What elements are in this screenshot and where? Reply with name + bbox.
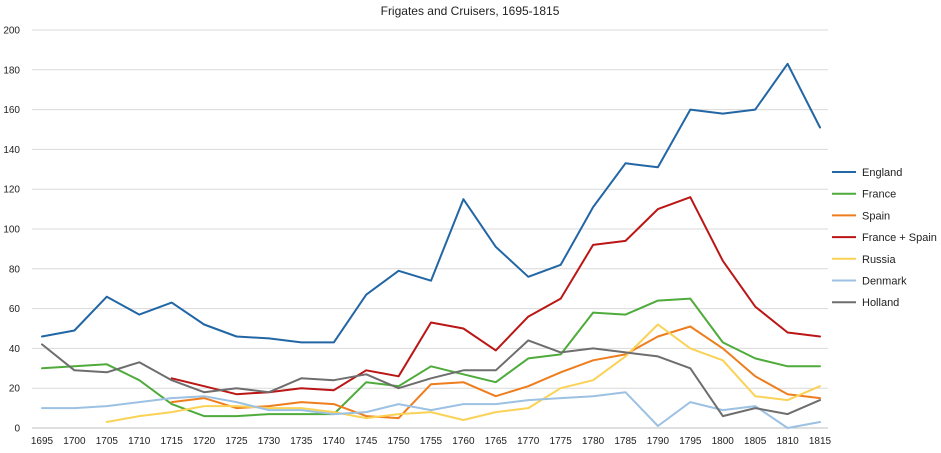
legend-item-spain: Spain	[832, 210, 890, 222]
y-tick-label: 100	[3, 225, 20, 236]
series-line-holland	[41, 339, 821, 418]
x-tick-label: 1770	[517, 436, 540, 447]
x-tick-label: 1720	[193, 436, 216, 447]
legend-label: England	[862, 167, 902, 179]
x-tick-label: 1730	[258, 436, 281, 447]
x-tick-label: 1755	[420, 436, 443, 447]
gridlines	[32, 29, 828, 429]
series-lines	[41, 62, 821, 429]
x-tick-label: 1765	[485, 436, 508, 447]
legend-label: Denmark	[862, 276, 907, 288]
x-tick-label: 1785	[614, 436, 637, 447]
legend: England France Spain France + Spain Russia De…	[832, 167, 937, 309]
x-tick-label: 1790	[647, 436, 670, 447]
series-line-russia	[105, 323, 821, 423]
y-tick-label: 200	[3, 26, 20, 37]
legend-label: France + Spain	[862, 232, 937, 244]
legend-item-france-spain: France + Spain	[832, 232, 937, 244]
series-line-denmark	[41, 391, 821, 429]
legend-item-denmark: Denmark	[832, 276, 907, 288]
x-tick-label: 1725	[225, 436, 248, 447]
x-axis-ticks: 1695 1700 1705 1710 1715 1720 1725 1730 1735 1740…	[31, 436, 832, 447]
series-line-spain	[170, 325, 821, 420]
x-tick-label: 1740	[323, 436, 346, 447]
y-axis-ticks: 0 20 40 60 80 100 120 140 160 180 200	[3, 26, 20, 435]
legend-label: Russia	[862, 254, 897, 266]
series-line-england	[41, 62, 821, 344]
y-tick-label: 80	[9, 264, 21, 275]
series-line-france-spain	[170, 196, 821, 396]
y-tick-label: 40	[9, 344, 21, 355]
x-tick-label: 1815	[809, 436, 832, 447]
y-tick-label: 140	[3, 145, 20, 156]
y-tick-label: 160	[3, 105, 20, 116]
legend-item-france: France	[832, 189, 896, 201]
y-tick-label: 0	[14, 424, 20, 435]
x-tick-label: 1745	[355, 436, 378, 447]
legend-label: France	[862, 189, 896, 201]
x-tick-label: 1800	[712, 436, 735, 447]
x-tick-label: 1795	[679, 436, 702, 447]
y-tick-label: 20	[9, 384, 21, 395]
x-tick-label: 1710	[128, 436, 151, 447]
x-tick-label: 1750	[387, 436, 410, 447]
x-tick-label: 1735	[290, 436, 313, 447]
legend-item-russia: Russia	[832, 254, 897, 266]
y-tick-label: 120	[3, 185, 20, 196]
x-tick-label: 1705	[96, 436, 119, 447]
x-tick-label: 1805	[744, 436, 767, 447]
x-tick-label: 1695	[31, 436, 54, 447]
x-tick-label: 1780	[582, 436, 605, 447]
y-tick-label: 60	[9, 304, 21, 315]
x-tick-label: 1775	[550, 436, 573, 447]
x-tick-label: 1810	[776, 436, 799, 447]
legend-item-holland: Holland	[832, 297, 899, 309]
y-tick-label: 180	[3, 65, 20, 76]
x-tick-label: 1715	[161, 436, 184, 447]
x-tick-label: 1760	[452, 436, 475, 447]
series-line-france	[41, 297, 821, 418]
legend-item-england: England	[832, 167, 902, 179]
chart-title: Frigates and Cruisers, 1695-1815	[381, 4, 560, 18]
x-tick-label: 1700	[63, 436, 86, 447]
legend-label: Spain	[862, 210, 890, 222]
legend-label: Holland	[862, 297, 899, 309]
